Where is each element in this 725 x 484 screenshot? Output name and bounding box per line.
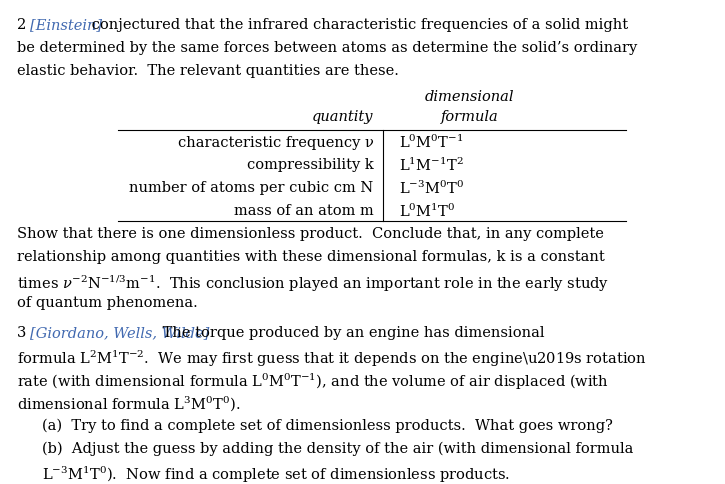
Text: (b)  Adjust the guess by adding the density of the air (with dimensional formula: (b) Adjust the guess by adding the densi… (43, 442, 634, 456)
Text: (a)  Try to find a complete set of dimensionless products.  What goes wrong?: (a) Try to find a complete set of dimens… (43, 419, 613, 433)
Text: conjectured that the infrared characteristic frequencies of a solid might: conjectured that the infrared characteri… (87, 18, 629, 32)
Text: quantity: quantity (312, 110, 373, 124)
Text: formula: formula (441, 110, 498, 124)
Text: [Einstein]: [Einstein] (30, 18, 102, 32)
Text: elastic behavior.  The relevant quantities are these.: elastic behavior. The relevant quantitie… (17, 63, 399, 77)
Text: L$^{-3}$M$^1$T$^0$).  Now find a complete set of dimensionless products.: L$^{-3}$M$^1$T$^0$). Now find a complete… (43, 465, 510, 484)
Text: rate (with dimensional formula L$^0$M$^0$T$^{-1}$), and the volume of air displa: rate (with dimensional formula L$^0$M$^0… (17, 372, 609, 392)
Text: The torque produced by an engine has dimensional: The torque produced by an engine has dim… (157, 326, 544, 340)
Text: L$^1$M$^{-1}$T$^2$: L$^1$M$^{-1}$T$^2$ (399, 157, 464, 174)
Text: compressibility k: compressibility k (247, 158, 373, 172)
Text: dimensional: dimensional (425, 91, 514, 105)
Text: mass of an atom m: mass of an atom m (234, 204, 373, 218)
Text: [Giordano, Wells, Wilde]: [Giordano, Wells, Wilde] (30, 326, 209, 340)
Text: L$^{-3}$M$^0$T$^0$: L$^{-3}$M$^0$T$^0$ (399, 180, 464, 197)
Text: of quantum phenomena.: of quantum phenomena. (17, 296, 198, 310)
Text: be determined by the same forces between atoms as determine the solid’s ordinary: be determined by the same forces between… (17, 41, 637, 55)
Text: relationship among quantities with these dimensional formulas, k is a constant: relationship among quantities with these… (17, 250, 605, 264)
Text: number of atoms per cubic cm N: number of atoms per cubic cm N (129, 182, 373, 196)
Text: 3: 3 (17, 326, 26, 340)
Text: times $\nu^{-2}$N$^{-1/3}$m$^{-1}$.  This conclusion played an important role in: times $\nu^{-2}$N$^{-1/3}$m$^{-1}$. This… (17, 273, 609, 293)
Text: L$^0$M$^0$T$^{-1}$: L$^0$M$^0$T$^{-1}$ (399, 134, 463, 151)
Text: 2: 2 (17, 18, 26, 32)
Text: formula L$^2$M$^1$T$^{-2}$.  We may first guess that it depends on the engine\u2: formula L$^2$M$^1$T$^{-2}$. We may first… (17, 348, 647, 369)
Text: Show that there is one dimensionless product.  Conclude that, in any complete: Show that there is one dimensionless pro… (17, 227, 604, 242)
Text: characteristic frequency ν: characteristic frequency ν (178, 136, 373, 150)
Text: L$^0$M$^1$T$^0$: L$^0$M$^1$T$^0$ (399, 203, 456, 220)
Text: dimensional formula L$^3$M$^0$T$^0$).: dimensional formula L$^3$M$^0$T$^0$). (17, 394, 241, 413)
